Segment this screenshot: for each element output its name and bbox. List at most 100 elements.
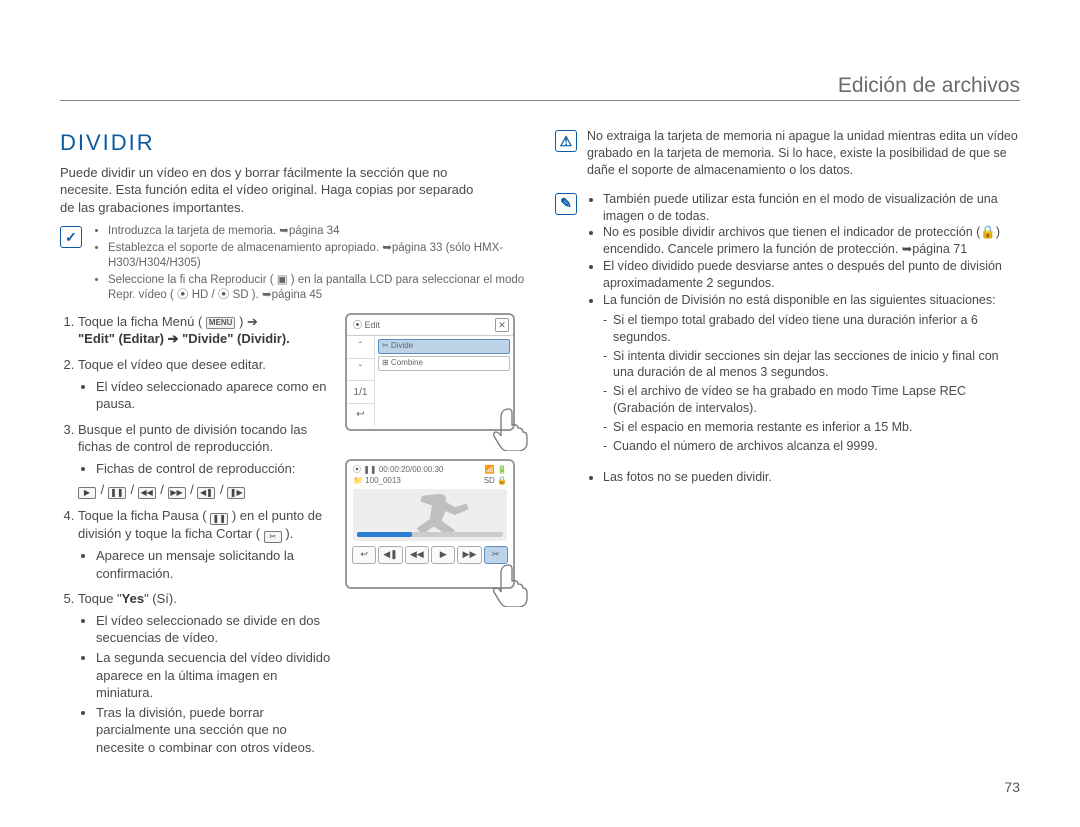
step-2: Toque el vídeo que desee editar. El víde… xyxy=(78,356,337,413)
back-icon: ↩ xyxy=(347,404,374,426)
last-note-item: Las fotos no se pueden dividir. xyxy=(603,469,1020,486)
step-3-bullet: Fichas de control de reproducción: xyxy=(96,460,337,478)
prereq-item: Establezca el soporte de almacenamiento … xyxy=(108,241,525,272)
rewind-icon: ◀◀ xyxy=(138,487,156,499)
menu-chip-icon: MENU xyxy=(206,317,236,329)
lcd-titlebar: ⦿ Edit ✕ xyxy=(347,315,513,336)
step-2-bullet: El vídeo seleccionado aparece como en pa… xyxy=(96,378,337,413)
step-2-text: Toque el vídeo que desee editar. xyxy=(78,357,266,372)
lcd-body: ˆ ˇ 1/1 ↩ ✂ Divide ⊞ Combine xyxy=(347,336,513,426)
note-item-text: La función de División no está disponibl… xyxy=(603,293,996,307)
left-body: Toque la ficha Menú ( MENU ) ➔ "Edit" (E… xyxy=(60,313,525,764)
note-item: El vídeo dividido puede desviarse antes … xyxy=(603,258,1020,292)
close-icon: ✕ xyxy=(495,318,509,332)
step-4-bullet: Aparece un mensaje solicitando la confir… xyxy=(96,547,337,582)
step-5-a: Toque " xyxy=(78,591,122,606)
cut-icon: ✂ xyxy=(484,546,508,564)
situation-item: Si el espacio en memoria restante es inf… xyxy=(603,419,1020,436)
lcd2-status1: 📶 🔋 xyxy=(484,465,507,476)
cut-icon: ✂ xyxy=(264,531,282,543)
lcd2-statusbar: ⦿ ❚❚ 00:00:20/00:00:30 📁 100_0013 📶 🔋 SD… xyxy=(347,461,513,487)
playback-controls-row: ▶ / ❚❚ / ◀◀ / ▶▶ / ◀❚ / ❚▶ xyxy=(78,481,337,499)
steps-list: Toque la ficha Menú ( MENU ) ➔ "Edit" (E… xyxy=(60,313,337,756)
step-5: Toque "Yes" (Sí). El vídeo seleccionado … xyxy=(78,590,337,756)
lcd2-folder: 📁 100_0013 xyxy=(353,476,443,487)
header-rule xyxy=(60,100,1020,101)
menu-item-combine: ⊞ Combine xyxy=(378,356,510,371)
situation-item: Si intenta dividir secciones sin dejar l… xyxy=(603,348,1020,382)
last-note: Las fotos no se pueden dividir. xyxy=(587,469,1020,486)
warning-icon: ⚠ xyxy=(555,130,577,152)
menu-item-divide: ✂ Divide xyxy=(378,339,510,354)
forward-icon: ▶▶ xyxy=(457,546,481,564)
step-back-icon: ◀❚ xyxy=(378,546,402,564)
lcd-title: ⦿ Edit xyxy=(353,319,380,331)
intro-text: Puede dividir un vídeo en dos y borrar f… xyxy=(60,164,490,217)
progress-fill xyxy=(357,532,412,537)
rewind-icon: ◀◀ xyxy=(405,546,429,564)
prereq-list: Introduzca la tarjeta de memoria. ➥págin… xyxy=(92,224,525,305)
step-5-b: " (Sí). xyxy=(144,591,177,606)
video-preview xyxy=(353,489,507,541)
page-number: 73 xyxy=(1004,778,1020,797)
step-5-bullet: Tras la división, puede borrar parcialme… xyxy=(96,704,337,757)
warning-text: No extraiga la tarjeta de memoria ni apa… xyxy=(587,128,1020,179)
pause-icon: ❚❚ xyxy=(108,487,126,499)
notes-list: También puede utilizar esta función en e… xyxy=(587,191,1020,457)
step-1-text-a: Toque la ficha Menú ( xyxy=(78,314,206,329)
touch-hand-icon xyxy=(491,562,531,607)
steps-text: Toque la ficha Menú ( MENU ) ➔ "Edit" (E… xyxy=(60,313,337,764)
lcd-title-text: Edit xyxy=(365,320,381,330)
situation-item: Cuando el número de archivos alcanza el … xyxy=(603,438,1020,455)
situation-item: Si el tiempo total grabado del vídeo tie… xyxy=(603,312,1020,346)
step-3: Busque el punto de división tocando las … xyxy=(78,421,337,500)
prereq-item: Seleccione la fi cha Reproducir ( ▣ ) en… xyxy=(108,273,525,304)
step-4: Toque la ficha Pausa ( ❚❚ ) en el punto … xyxy=(78,507,337,582)
back-icon: ↩ xyxy=(352,546,376,564)
pause-icon: ❚❚ xyxy=(210,513,228,525)
touch-hand-icon xyxy=(491,406,531,451)
note-item: También puede utilizar esta función en e… xyxy=(603,191,1020,225)
step-5-yes: Yes xyxy=(122,591,144,606)
step-1-bold: "Edit" (Editar) ➔ "Divide" (Dividir). xyxy=(78,331,290,346)
skater-silhouette-icon xyxy=(353,489,507,537)
up-icon: ˆ xyxy=(347,336,374,359)
warning-block: ⚠ No extraiga la tarjeta de memoria ni a… xyxy=(555,128,1020,179)
step-1-text-b: ) ➔ xyxy=(235,314,257,329)
right-column: ⚠ No extraiga la tarjeta de memoria ni a… xyxy=(555,128,1020,764)
step-4-a: Toque la ficha Pausa ( xyxy=(78,508,210,523)
lcd2-status2: SD 🔒 xyxy=(484,476,507,487)
content-columns: DIVIDIR Puede dividir un vídeo en dos y … xyxy=(60,128,1020,764)
prereq-item: Introduzca la tarjeta de memoria. ➥págin… xyxy=(108,224,525,240)
lcd2-time: ⦿ ❚❚ 00:00:20/00:00:30 xyxy=(353,465,443,476)
check-icon: ✓ xyxy=(60,226,82,248)
note-item: La función de División no está disponibl… xyxy=(603,292,1020,455)
lcd-figure-divide: ⦿ ❚❚ 00:00:20/00:00:30 📁 100_0013 📶 🔋 SD… xyxy=(345,459,515,589)
page-count: 1/1 xyxy=(347,381,374,404)
lcd-sidebar: ˆ ˇ 1/1 ↩ xyxy=(347,336,375,426)
step-4-c: ). xyxy=(282,526,294,541)
lcd2-controls: ↩ ◀❚ ◀◀ ▶ ▶▶ ✂ xyxy=(347,543,513,567)
step-fwd-icon: ❚▶ xyxy=(227,487,245,499)
down-icon: ˇ xyxy=(347,359,374,382)
step-5-bullet: La segunda secuencia del vídeo dividido … xyxy=(96,649,337,702)
progress-bar xyxy=(357,532,503,537)
page-header: Edición de archivos xyxy=(838,72,1020,100)
situations-list: Si el tiempo total grabado del vídeo tie… xyxy=(603,312,1020,455)
step-3-text: Busque el punto de división tocando las … xyxy=(78,422,307,455)
left-column: DIVIDIR Puede dividir un vídeo en dos y … xyxy=(60,128,525,764)
play-icon: ▶ xyxy=(431,546,455,564)
step-1: Toque la ficha Menú ( MENU ) ➔ "Edit" (E… xyxy=(78,313,337,348)
play-icon: ▶ xyxy=(78,487,96,499)
section-title: DIVIDIR xyxy=(60,128,525,158)
figures-column: ⦿ Edit ✕ ˆ ˇ 1/1 ↩ ✂ Divide ⊞ Combine xyxy=(345,313,525,764)
note-item: No es posible dividir archivos que tiene… xyxy=(603,224,1020,258)
step-5-bullet: El vídeo seleccionado se divide en dos s… xyxy=(96,612,337,647)
step-back-icon: ◀❚ xyxy=(197,487,215,499)
note-icon: ✎ xyxy=(555,193,577,215)
notes-block: ✎ También puede utilizar esta función en… xyxy=(555,191,1020,457)
situation-item: Si el archivo de vídeo se ha grabado en … xyxy=(603,383,1020,417)
lcd-figure-edit-menu: ⦿ Edit ✕ ˆ ˇ 1/1 ↩ ✂ Divide ⊞ Combine xyxy=(345,313,515,431)
prereq-block: ✓ Introduzca la tarjeta de memoria. ➥pág… xyxy=(60,224,525,305)
forward-icon: ▶▶ xyxy=(168,487,186,499)
